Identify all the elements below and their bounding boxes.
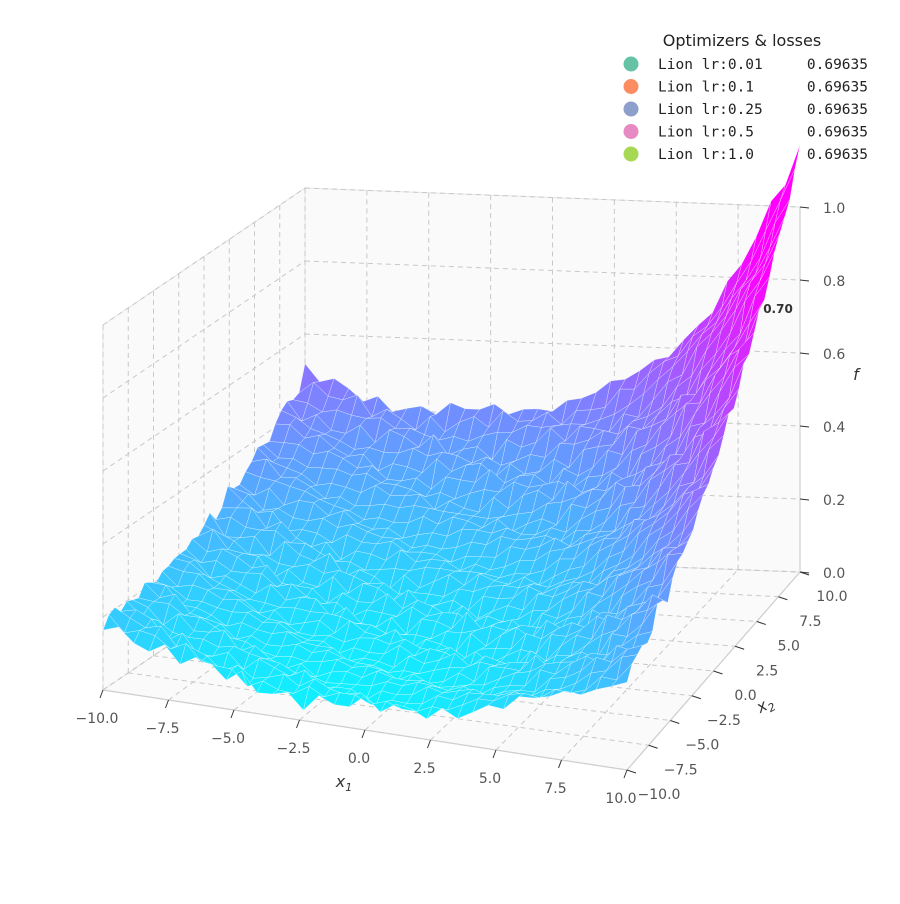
x-tick xyxy=(558,759,562,769)
grid-floor-x xyxy=(168,554,368,701)
y-tick-label: 10.0 xyxy=(816,589,847,605)
legend-marker xyxy=(623,56,639,72)
grid-left-z xyxy=(102,552,306,691)
y-tick-label: 0.0 xyxy=(734,688,756,704)
grid-left-z xyxy=(102,187,306,326)
legend-entry-label: Lion lr:0.5 xyxy=(658,125,754,141)
x-axis-label-subscript: 1 xyxy=(345,781,352,794)
y-tick xyxy=(691,695,702,700)
grid-back-z xyxy=(304,260,801,281)
z-tick xyxy=(799,571,810,574)
grid-left-z xyxy=(102,260,306,399)
z-tick-label: 1.0 xyxy=(823,201,845,217)
grid-left-z xyxy=(102,333,306,472)
surface-value-annotation: 0.70 xyxy=(763,302,793,316)
y-tick xyxy=(648,744,658,749)
legend-title: Optimizers & losses xyxy=(663,31,821,50)
surface-cell xyxy=(610,663,633,687)
grid-floor-y xyxy=(153,655,671,721)
x-tick-label: 10.0 xyxy=(605,791,636,807)
legend-entry-value: 0.69635 xyxy=(807,102,868,118)
annotations: 0.70 xyxy=(763,302,793,316)
legend-entry-value: 0.69635 xyxy=(807,125,868,141)
x-axis-label: x1 xyxy=(335,772,352,794)
x-tick-label: 7.5 xyxy=(544,781,566,797)
z-tick xyxy=(799,352,810,355)
y-tick-label: −2.5 xyxy=(707,713,741,729)
legend-entry-label: Lion lr:0.25 xyxy=(658,102,763,118)
z-tick xyxy=(799,206,810,209)
z-tick-label: 0.0 xyxy=(823,566,845,582)
legend-marker xyxy=(623,146,639,162)
z-tick xyxy=(799,279,810,282)
x-tick xyxy=(165,699,169,709)
legend-marker xyxy=(623,124,639,139)
y-tick xyxy=(756,621,766,625)
legend: Optimizers & losses Lion lr:0.01 0.69635 Li… xyxy=(623,31,868,163)
z-tick-label: 0.6 xyxy=(823,347,845,363)
y-tick-label: 2.5 xyxy=(756,663,778,679)
legend-entry-label: Lion lr:0.1 xyxy=(658,80,754,96)
grid-floor-y xyxy=(128,672,649,746)
y-tick xyxy=(778,596,788,601)
y-tick-label: −5.0 xyxy=(685,738,719,754)
y-axis-label-subscript: 2 xyxy=(766,700,778,715)
z-tick-label: 0.8 xyxy=(823,274,845,290)
x-tick xyxy=(230,709,235,719)
x-tick-label: −2.5 xyxy=(277,741,311,757)
loss-surface xyxy=(102,144,801,720)
y-tick xyxy=(670,720,680,724)
x-tick-label: 0.0 xyxy=(348,751,370,767)
x-tick-label: −7.5 xyxy=(146,721,180,737)
x-tick xyxy=(427,739,431,749)
y-tick-label: −7.5 xyxy=(664,762,698,778)
legend-marker xyxy=(623,101,639,117)
x-tick-label: 5.0 xyxy=(479,771,501,787)
x-tick xyxy=(492,749,497,759)
x-tick xyxy=(296,719,300,729)
x-tick-label: −10.0 xyxy=(76,711,119,727)
grid-back-z xyxy=(304,187,801,208)
z-tick-label: 0.4 xyxy=(823,420,845,436)
z-tick xyxy=(799,498,810,501)
grid-left-z xyxy=(102,479,306,618)
axes: −10.0−7.5−5.0−2.50.02.55.07.510.0 −10.0−7… xyxy=(76,201,862,807)
y-tick-label: 5.0 xyxy=(778,639,800,655)
legend-entry-label: Lion lr:0.01 xyxy=(658,57,763,73)
x-tick xyxy=(99,689,104,699)
y-tick xyxy=(713,670,723,675)
grid-floor-x xyxy=(561,569,739,761)
y-tick xyxy=(626,769,637,774)
legend-entry-value: 0.69635 xyxy=(807,80,868,96)
y-tick-label: 7.5 xyxy=(799,614,821,630)
z-tick-label: 0.2 xyxy=(823,493,845,509)
grid-left-z xyxy=(102,406,306,545)
grid-back-z xyxy=(304,333,801,354)
legend-marker xyxy=(623,79,639,94)
y-tick xyxy=(734,645,745,650)
legend-entry-label: Lion lr:1.0 xyxy=(658,147,754,163)
legend-entry-value: 0.69635 xyxy=(807,57,868,73)
z-axis-label: f xyxy=(853,365,861,384)
z-tick xyxy=(799,425,810,428)
x-tick xyxy=(361,729,366,739)
x-tick-label: 2.5 xyxy=(413,761,435,777)
legend-entry-value: 0.69635 xyxy=(807,147,868,163)
x-tick-label: −5.0 xyxy=(211,731,245,747)
y-tick-label: −10.0 xyxy=(638,787,681,803)
x-tick xyxy=(623,769,628,779)
